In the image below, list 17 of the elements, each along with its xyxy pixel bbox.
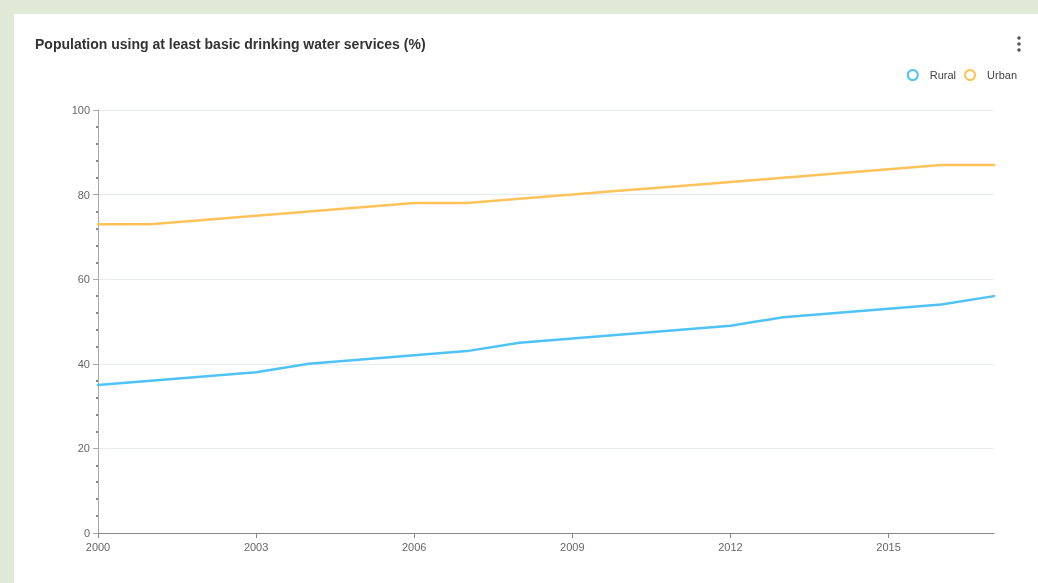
y-tick-label: 80	[77, 188, 90, 201]
legend-label: Urban	[987, 69, 1018, 81]
legend-label: Rural	[929, 69, 957, 81]
x-tick-label: 2006	[401, 540, 427, 553]
line-series	[96, 163, 996, 226]
y-tick-label: 40	[77, 357, 90, 370]
x-tick-label: 2012	[718, 540, 743, 553]
x-tick-label: 2003	[243, 540, 269, 553]
x-tick-label: 2009	[560, 540, 585, 553]
x-tick-label: 2000	[85, 540, 111, 553]
line-series	[96, 294, 996, 387]
y-tick-label: 20	[77, 442, 90, 455]
chart-title: Population using at least basic drinking water services (%)	[35, 36, 426, 52]
x-tick-label: 2015	[876, 540, 901, 553]
y-tick-label: 60	[77, 273, 90, 286]
y-tick-label: 100	[71, 104, 90, 116]
y-tick-label: 0	[83, 527, 90, 539]
